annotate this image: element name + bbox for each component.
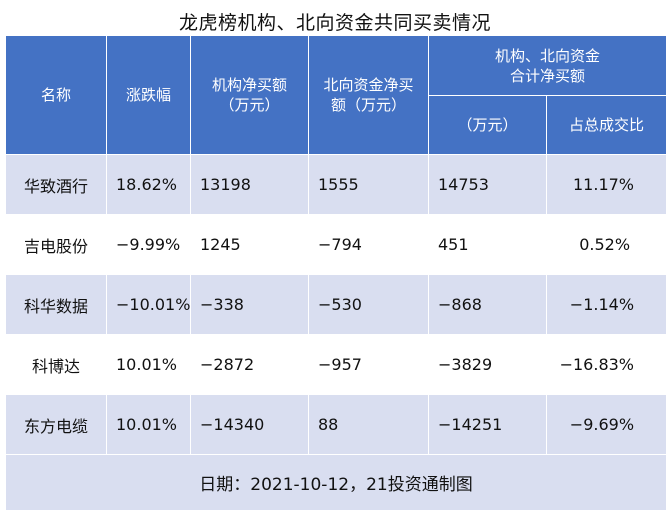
cell-north: −530	[308, 274, 429, 335]
table-row: 科华数据 −10.01% −338 −530 −868 −1.14%	[5, 274, 668, 335]
header-change: 涨跌幅	[106, 35, 191, 155]
cell-north: 1555	[308, 154, 429, 215]
header-combined-line1: 机构、北向资金	[495, 46, 601, 65]
table-row: 东方电缆 10.01% −14340 88 −14251 −9.69%	[5, 394, 668, 455]
table-row: 吉电股份 −9.99% 1245 −794 451 0.52%	[5, 214, 668, 275]
cell-north: −957	[308, 334, 429, 395]
cell-total: −3829	[428, 334, 547, 395]
cell-total: −14251	[428, 394, 547, 455]
header-inst-line2: （万元）	[219, 96, 280, 114]
cell-ratio: −9.69%	[545, 394, 668, 455]
header-combined: 机构、北向资金 合计净买额	[427, 35, 668, 96]
cell-total: 14753	[428, 154, 547, 215]
header-north-line2: 额（万元）	[330, 96, 406, 114]
cell-inst: −2872	[190, 334, 309, 395]
header-name: 名称	[5, 35, 107, 155]
header-inst-line1: 机构净买额	[211, 76, 287, 94]
cell-ratio: −16.83%	[545, 334, 668, 395]
header-inst-net-buy: 机构净买额 （万元）	[190, 35, 309, 155]
cell-total: −868	[428, 274, 547, 335]
header-combined-unit: （万元）	[428, 95, 547, 155]
cell-change: 10.01%	[106, 394, 191, 455]
cell-ratio: 11.17%	[545, 154, 668, 215]
cell-total: 451	[428, 214, 547, 275]
cell-inst: −14340	[190, 394, 309, 455]
cell-name: 东方电缆	[5, 394, 107, 455]
table-row: 科博达 10.01% −2872 −957 −3829 −16.83%	[5, 334, 668, 395]
data-table: 名称 涨跌幅 机构净买额 （万元） 北向资金净买 额（万元） 机构、北向资金 合…	[4, 35, 668, 511]
cell-inst: 1245	[190, 214, 309, 275]
cell-change: 18.62%	[106, 154, 191, 215]
table-title: 龙虎榜机构、北向资金共同买卖情况	[178, 12, 491, 34]
cell-change: −10.01%	[106, 274, 191, 335]
cell-inst: −338	[190, 274, 309, 335]
cell-north: 88	[308, 394, 429, 455]
cell-ratio: 0.52%	[545, 214, 668, 275]
header-north-net-buy: 北向资金净买 额（万元）	[308, 35, 429, 155]
cell-change: −9.99%	[106, 214, 191, 275]
footer-note: 日期：2021-10-12，21投资通制图	[4, 454, 668, 511]
cell-name: 吉电股份	[5, 214, 107, 275]
table-row: 华致酒行 18.62% 13198 1555 14753 11.17%	[5, 154, 668, 215]
cell-ratio: −1.14%	[545, 274, 668, 335]
header-north-line1: 北向资金净买	[323, 76, 414, 94]
header-combined-line2: 合计净买额	[510, 66, 586, 85]
cell-inst: 13198	[190, 154, 309, 215]
cell-name: 科博达	[5, 334, 107, 395]
cell-change: 10.01%	[106, 334, 191, 395]
cell-north: −794	[308, 214, 429, 275]
header-ratio: 占总成交比	[545, 95, 668, 155]
cell-name: 科华数据	[5, 274, 107, 335]
cell-name: 华致酒行	[5, 154, 107, 215]
